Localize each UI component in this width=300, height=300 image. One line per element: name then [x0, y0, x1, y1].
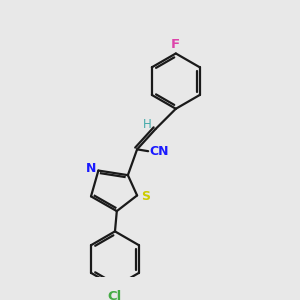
- Text: S: S: [141, 190, 150, 203]
- Text: H: H: [143, 118, 152, 131]
- Text: Cl: Cl: [108, 290, 122, 300]
- Text: CN: CN: [149, 145, 169, 158]
- Text: N: N: [86, 162, 96, 175]
- Text: F: F: [171, 38, 180, 51]
